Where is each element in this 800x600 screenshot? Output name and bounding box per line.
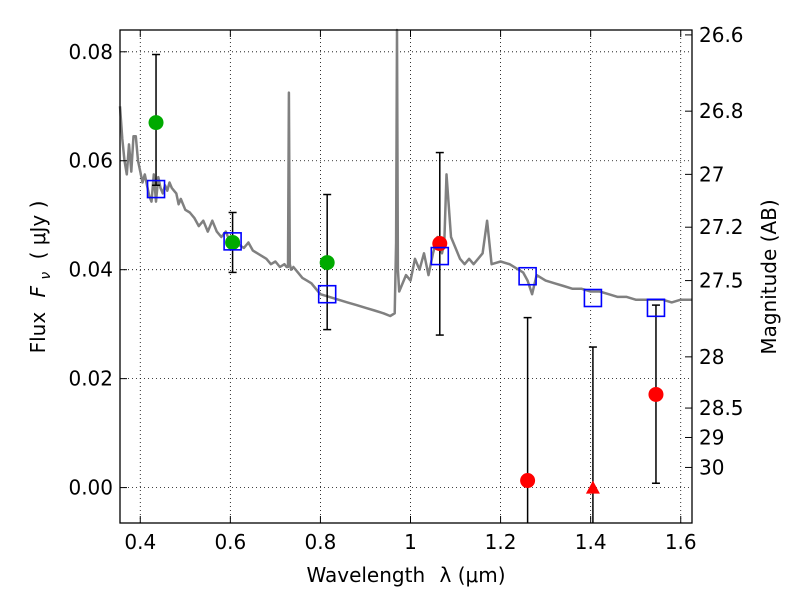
y2-tick-label: 26.8 — [699, 99, 744, 123]
model-photometry-square — [223, 232, 242, 251]
upper-limit-triangle — [585, 480, 600, 494]
sed-model-curve — [118, 28, 692, 318]
y-axis-label-symbol: F — [26, 285, 50, 297]
model-photometry-square — [317, 284, 337, 304]
y2-tick-label: 29 — [699, 425, 724, 449]
y2-tick-label: 27.5 — [699, 269, 744, 293]
y-tick-label: 0.02 — [68, 367, 113, 391]
y2-tick-label: 30 — [699, 455, 724, 479]
y-tick-label: 0.06 — [68, 149, 113, 173]
x-tick-label: 0.8 — [305, 530, 337, 554]
y-tick-label: 0.00 — [68, 476, 113, 500]
y-tick-label: 0.04 — [68, 258, 113, 282]
model-photometry-square — [583, 288, 603, 308]
data-markers — [146, 115, 666, 494]
data-point — [225, 234, 241, 250]
y2-tick-label: 27 — [699, 162, 724, 186]
y-axis-label-text: Flux — [26, 312, 50, 354]
x-axis-label-unit: λ (μm) — [440, 563, 506, 587]
y2-axis-label: Magnitude (AB) — [757, 199, 781, 354]
y2-tick-label: 26.6 — [699, 23, 744, 47]
y2-tick-label: 27.2 — [699, 215, 744, 239]
x-tick-label: 0.4 — [124, 530, 156, 554]
y-axis-label-subscript: ν — [38, 272, 54, 280]
axis-ticks: 0.4 0.6 0.8 1 1.2 1.4 1.6 0.00 0.02 0.04 0.06 0.08 2… — [68, 23, 743, 554]
x-tick-label: 0.6 — [214, 530, 246, 554]
x-tick-label: 1.6 — [665, 530, 697, 554]
y-tick-label: 0.08 — [68, 40, 113, 64]
y2-tick-label: 28.5 — [699, 396, 744, 420]
x-tick-label: 1.2 — [485, 530, 517, 554]
data-point — [648, 386, 664, 402]
model-photometry-square — [146, 179, 166, 199]
x-tick-label: 1 — [404, 530, 417, 554]
model-photometry-square — [430, 246, 450, 266]
data-point — [520, 473, 536, 489]
x-axis-label-text: Wavelength — [306, 563, 425, 587]
model-photometry-square — [518, 266, 537, 286]
y-axis-label-unit: ( μJy ) — [26, 201, 50, 260]
plot-frame — [119, 29, 693, 524]
data-point — [432, 236, 448, 252]
x-tick-label: 1.4 — [575, 530, 607, 554]
data-point — [148, 115, 164, 131]
y2-tick-label: 28 — [699, 345, 724, 369]
y-axis-label: Flux F ν ( μJy ) — [26, 201, 55, 354]
model-photometry-square — [646, 298, 666, 318]
data-point — [319, 255, 335, 271]
x-axis-label: Wavelength λ (μm) — [306, 563, 505, 587]
sed-model-line — [118, 28, 692, 318]
